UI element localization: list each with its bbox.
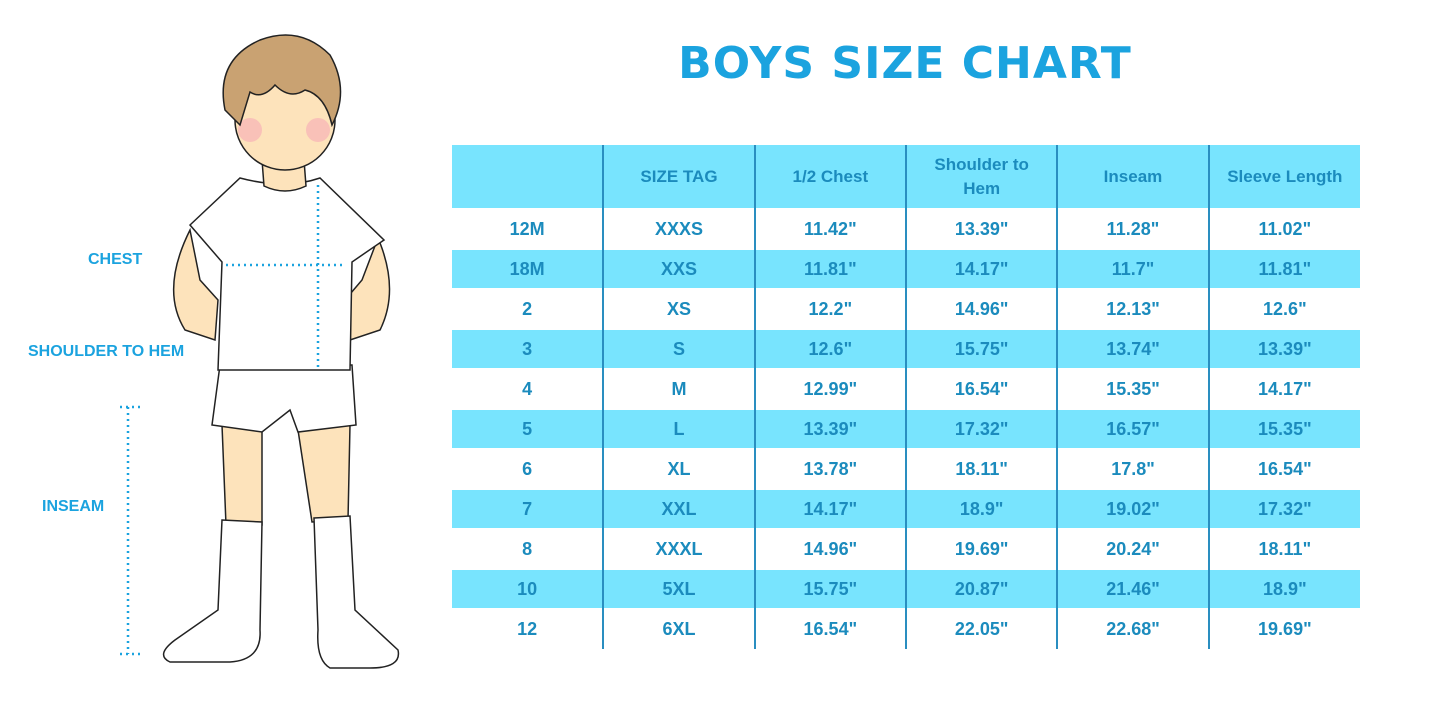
header-size-tag: SIZE TAG [602, 145, 755, 209]
cell-sleeve-length: 11.02" [1207, 209, 1360, 249]
table-row: 2 XS 12.2" 14.96" 12.13" 12.6" [452, 289, 1360, 329]
cell-shoulder-to-hem: 14.17" [904, 249, 1058, 289]
cell-shoulder-to-hem: 18.11" [904, 449, 1058, 489]
cell-inseam: 22.68" [1056, 609, 1209, 649]
cell-age: 7 [522, 498, 533, 519]
cell-half-chest: 12.2" [753, 289, 906, 329]
table-body: 12M XXXS 11.42" 13.39" 11.28" 11.02" 18M XXS 11.… [452, 209, 1360, 649]
cell-shoulder-to-hem: 15.75" [904, 329, 1058, 369]
cell-half-chest: 13.78" [753, 449, 906, 489]
cell-shoulder-to-hem: 22.05" [904, 609, 1058, 649]
cell-sleeve-length: 14.17" [1207, 369, 1360, 409]
cell-half-chest: 14.17" [753, 489, 906, 529]
table-row: 12 6XL 16.54" 22.05" 22.68" 19.69" [452, 609, 1360, 649]
shoulder-to-hem-label: SHOULDER TO HEM [28, 343, 185, 360]
cell-sleeve-length: 19.69" [1207, 609, 1360, 649]
cell-age: 8 [452, 529, 604, 569]
inseam-label: INSEAM [42, 498, 105, 515]
table-row: 18M XXS 11.81" 14.17" 11.7" 11.81" [452, 249, 1360, 289]
cell-size-tag: 5XL [602, 569, 755, 609]
boy-measurement-illustration [120, 34, 400, 669]
table-row: 12M XXXS 11.42" 13.39" 11.28" 11.02" [452, 209, 1360, 249]
cell-age: 12 [452, 609, 604, 649]
cell-size-tag: XXXL [602, 529, 755, 569]
cell-inseam: 17.8" [1056, 449, 1209, 489]
cell-shoulder-to-hem: 16.54" [904, 369, 1058, 409]
cell-shoulder-to-hem: 20.87" [904, 569, 1058, 609]
table-row: 7 XXL 14.17" 18.9" 19.02" 17.32" [452, 489, 1360, 529]
header-half-chest: 1/2 Chest [753, 145, 906, 209]
cell-sleeve-length: 18.9" [1207, 569, 1360, 609]
cell-age: 18M [509, 258, 545, 279]
table-row: 10 5XL 15.75" 20.87" 21.46" 18.9" [452, 569, 1360, 609]
cell-shoulder-to-hem: 17.32" [904, 409, 1058, 449]
cell-age: 6 [452, 449, 604, 489]
header-age [452, 145, 603, 209]
header-shoulder-to-hem: Shoulder to Hem [904, 145, 1058, 209]
cell-age: 12M [452, 209, 604, 249]
cell-age: 4 [452, 369, 604, 409]
cell-age: 5 [522, 418, 533, 439]
cell-inseam: 21.46" [1056, 569, 1209, 609]
table-row: 4 M 12.99" 16.54" 15.35" 14.17" [452, 369, 1360, 409]
cell-half-chest: 16.54" [753, 609, 906, 649]
cell-sleeve-length: 17.32" [1207, 489, 1360, 529]
cell-sleeve-length: 12.6" [1207, 289, 1360, 329]
cell-size-tag: XXS [602, 249, 755, 289]
cell-inseam: 15.35" [1056, 369, 1209, 409]
cell-shoulder-to-hem: 19.69" [904, 529, 1058, 569]
cell-inseam: 13.74" [1056, 329, 1209, 369]
cell-half-chest: 11.81" [753, 249, 906, 289]
cell-inseam: 19.02" [1056, 489, 1209, 529]
cell-size-tag: S [602, 329, 755, 369]
cell-sleeve-length: 16.54" [1207, 449, 1360, 489]
size-chart-table: SIZE TAG 1/2 Chest Shoulder to Hem Insea… [452, 145, 1360, 649]
cell-half-chest: 15.75" [753, 569, 906, 609]
cell-sleeve-length: 18.11" [1207, 529, 1360, 569]
cell-size-tag: M [602, 369, 755, 409]
page-title: BOYS SIZE CHART [678, 38, 1132, 89]
table-row: 8 XXXL 14.96" 19.69" 20.24" 18.11" [452, 529, 1360, 569]
cell-half-chest: 12.99" [753, 369, 906, 409]
cell-sleeve-length: 11.81" [1207, 249, 1360, 289]
cell-half-chest: 11.42" [753, 209, 906, 249]
cell-inseam: 20.24" [1056, 529, 1209, 569]
cell-sleeve-length: 13.39" [1207, 329, 1360, 369]
cell-inseam: 16.57" [1056, 409, 1209, 449]
cell-size-tag: XS [602, 289, 755, 329]
table-row: 3 S 12.6" 15.75" 13.74" 13.39" [452, 329, 1360, 369]
cell-inseam: 11.28" [1056, 209, 1209, 249]
cell-age: 10 [517, 578, 538, 599]
cell-shoulder-to-hem: 14.96" [904, 289, 1058, 329]
cell-age: 3 [522, 338, 533, 359]
cell-size-tag: 6XL [602, 609, 755, 649]
cell-sleeve-length: 15.35" [1207, 409, 1360, 449]
chest-label: CHEST [88, 251, 143, 268]
cell-size-tag: XXXS [602, 209, 755, 249]
cell-age: 2 [452, 289, 604, 329]
table-header-row: SIZE TAG 1/2 Chest Shoulder to Hem Insea… [452, 145, 1360, 209]
cell-half-chest: 14.96" [753, 529, 906, 569]
cell-shoulder-to-hem: 13.39" [904, 209, 1058, 249]
cell-half-chest: 12.6" [753, 329, 906, 369]
cell-inseam: 11.7" [1056, 249, 1209, 289]
table-row: 6 XL 13.78" 18.11" 17.8" 16.54" [452, 449, 1360, 489]
cell-size-tag: XL [602, 449, 755, 489]
cell-inseam: 12.13" [1056, 289, 1209, 329]
cell-shoulder-to-hem: 18.9" [904, 489, 1058, 529]
cell-half-chest: 13.39" [753, 409, 906, 449]
table-row: 5 L 13.39" 17.32" 16.57" 15.35" [452, 409, 1360, 449]
cell-size-tag: XXL [602, 489, 755, 529]
header-inseam: Inseam [1056, 145, 1209, 209]
cell-size-tag: L [602, 409, 755, 449]
header-sleeve-length: Sleeve Length [1207, 145, 1360, 209]
